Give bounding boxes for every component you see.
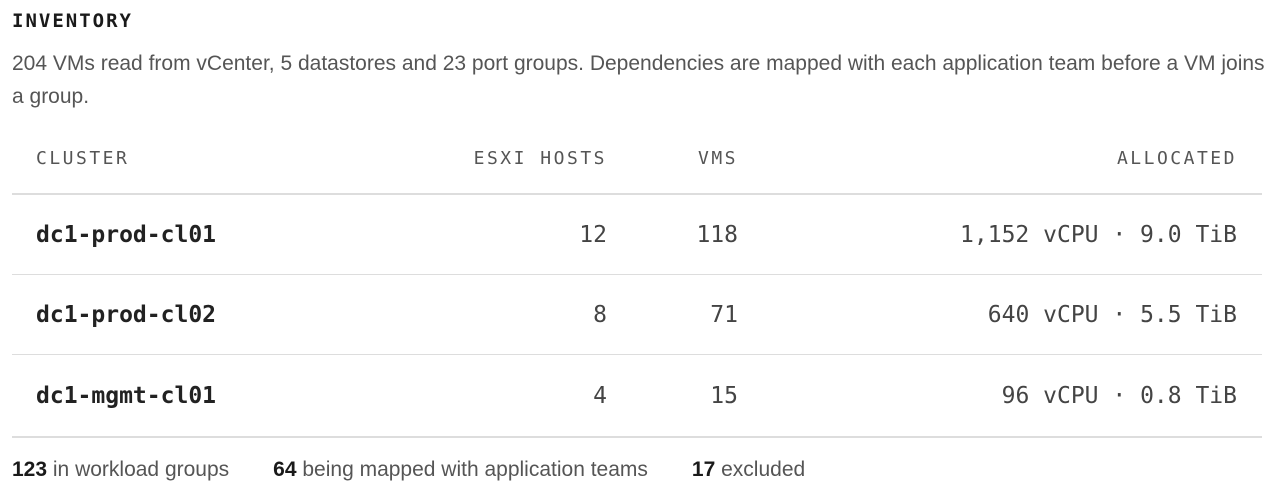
table-cell: dc1-prod-cl01 [12, 194, 450, 275]
stat-value: 17 [691, 458, 716, 481]
table-cell: 15 [607, 354, 738, 438]
stat: 64 being mapped with application teams [273, 458, 648, 482]
table-row: dc1-prod-cl02 8 71 640 vCPU · 5.5 TiB [12, 274, 1262, 355]
table-cell: 12 [450, 194, 607, 275]
column-header: CLUSTER [12, 124, 450, 195]
stat-label: in workload groups [52, 458, 230, 481]
stat-label: excluded [721, 458, 806, 481]
table-cell: 118 [607, 194, 738, 275]
table-row: dc1-prod-cl01 12 118 1,152 vCPU · 9.0 TiB [12, 194, 1262, 275]
table-cell: 4 [450, 354, 607, 438]
column-header: ESXI HOSTS [450, 124, 607, 195]
stat-value: 64 [273, 458, 297, 481]
section-title: INVENTORY [12, 10, 133, 32]
table-cell: dc1-prod-cl02 [12, 274, 450, 355]
table-cell: 1,152 vCPU · 9.0 TiB [738, 194, 1262, 275]
stat: 17 excluded [692, 458, 805, 482]
table-cell: 71 [607, 274, 738, 355]
column-header: VMS [607, 124, 738, 195]
stat-value: 123 [12, 458, 48, 481]
column-header: ALLOCATED [738, 124, 1262, 195]
table-cell: 96 vCPU · 0.8 TiB [738, 354, 1262, 438]
stat-label: being mapped with application teams [302, 458, 648, 481]
footer-stats: 123 in workload groups 64 being mapped wi… [12, 458, 849, 482]
header-row: CLUSTER ESXI HOSTS VMS ALLOCATED [12, 124, 1262, 195]
table-cell: 640 vCPU · 5.5 TiB [738, 274, 1262, 355]
table-cell: 8 [450, 274, 607, 355]
description: 204 VMs read from vCenter, 5 datastores … [12, 52, 1265, 108]
table-body: dc1-prod-cl01 12 118 1,152 vCPU · 9.0 TiB dc… [12, 194, 1262, 438]
table-header: CLUSTER ESXI HOSTS VMS ALLOCATED [12, 124, 1262, 195]
inventory-table: CLUSTER ESXI HOSTS VMS ALLOCATED dc1-prod-c… [12, 124, 1262, 438]
table-row: dc1-mgmt-cl01 4 15 96 vCPU · 0.8 TiB [12, 354, 1262, 438]
stat: 123 in workload groups [12, 458, 229, 482]
table-cell: dc1-mgmt-cl01 [12, 354, 450, 438]
